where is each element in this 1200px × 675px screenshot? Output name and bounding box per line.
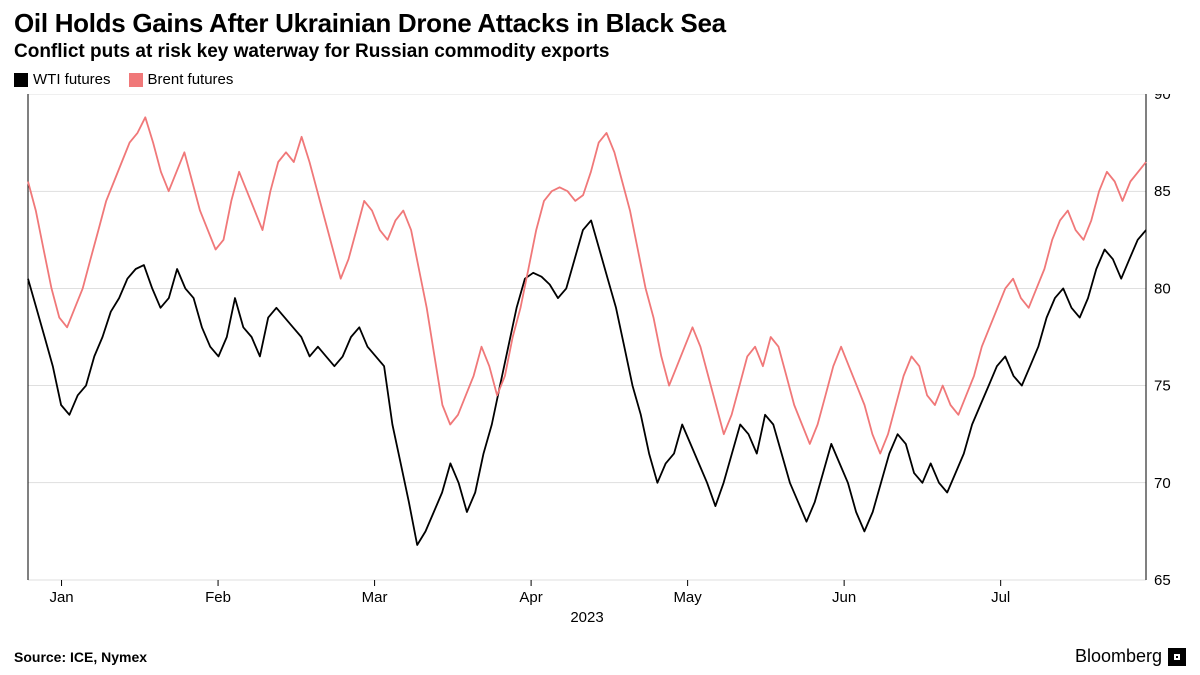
svg-text:90: 90	[1154, 94, 1171, 103]
svg-text:75: 75	[1154, 378, 1171, 395]
svg-text:70: 70	[1154, 475, 1171, 492]
brand-logo: Bloomberg	[1075, 646, 1186, 667]
legend: WTI futures Brent futures	[0, 69, 1200, 94]
source-attribution: Source: ICE, Nymex	[14, 649, 147, 665]
svg-text:Apr: Apr	[519, 589, 542, 606]
svg-text:Jun: Jun	[832, 589, 856, 606]
legend-label-wti: WTI futures	[33, 71, 111, 88]
svg-text:Jul: Jul	[991, 589, 1010, 606]
legend-item-brent: Brent futures	[129, 71, 234, 88]
brand-icon	[1168, 648, 1186, 666]
svg-text:65: 65	[1154, 572, 1171, 589]
legend-item-wti: WTI futures	[14, 71, 111, 88]
svg-text:May: May	[673, 589, 702, 606]
svg-text:Feb: Feb	[205, 589, 231, 606]
brand-text: Bloomberg	[1075, 646, 1162, 667]
svg-text:2023: 2023	[570, 609, 603, 626]
chart-area: 65 70 75 80 85 90 Jan Feb Mar Apr May Jun Jul 2023 Dol…	[0, 94, 1200, 631]
svg-text:85: 85	[1154, 183, 1171, 200]
legend-label-brent: Brent futures	[148, 71, 234, 88]
svg-text:Mar: Mar	[362, 589, 388, 606]
legend-swatch-wti	[14, 73, 28, 87]
chart-title: Oil Holds Gains After Ukrainian Drone At…	[0, 0, 1200, 39]
legend-swatch-brent	[129, 73, 143, 87]
svg-text:80: 80	[1154, 280, 1171, 297]
line-chart: 65 70 75 80 85 90 Jan Feb Mar Apr May Jun Jul 2023 Dol…	[14, 94, 1186, 626]
svg-text:Jan: Jan	[49, 589, 73, 606]
chart-subtitle: Conflict puts at risk key waterway for R…	[0, 39, 1200, 69]
svg-text:Dollars a barrel: Dollars a barrel	[1184, 283, 1186, 391]
